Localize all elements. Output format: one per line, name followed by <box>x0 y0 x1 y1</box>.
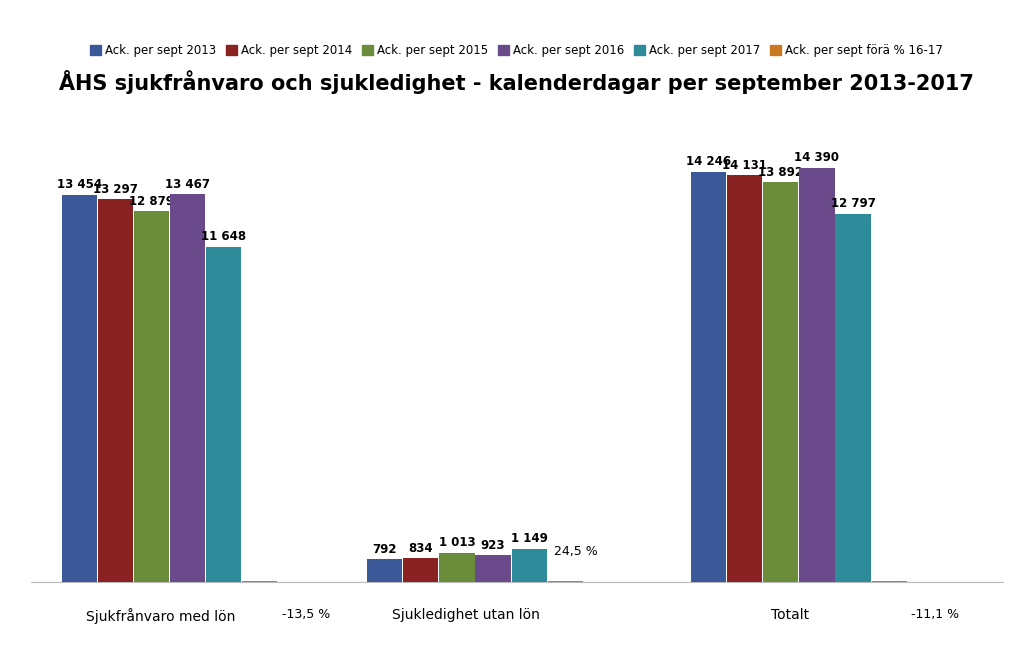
Text: 923: 923 <box>481 539 505 552</box>
Bar <box>98 199 133 582</box>
Text: Sjukledighet utan lön: Sjukledighet utan lön <box>392 608 540 622</box>
Bar <box>727 175 762 582</box>
Text: 24,5 %: 24,5 % <box>554 545 597 559</box>
Bar <box>836 213 871 582</box>
Text: 13 454: 13 454 <box>56 178 102 191</box>
Bar <box>763 182 799 582</box>
Bar <box>403 558 439 582</box>
Bar <box>439 553 475 582</box>
Bar <box>206 247 241 582</box>
Text: -11,1 %: -11,1 % <box>911 608 960 621</box>
Bar <box>170 195 206 582</box>
Bar <box>367 559 402 582</box>
Text: 14 390: 14 390 <box>795 151 840 165</box>
Text: 14 131: 14 131 <box>722 159 767 172</box>
Text: 1 149: 1 149 <box>510 533 547 545</box>
Text: 792: 792 <box>372 543 397 556</box>
Text: -13,5 %: -13,5 % <box>282 608 330 621</box>
Text: 12 879: 12 879 <box>129 195 174 208</box>
Bar <box>547 581 583 582</box>
Text: 834: 834 <box>408 542 433 555</box>
Text: Totalt: Totalt <box>770 608 809 622</box>
Bar <box>692 172 726 582</box>
Bar <box>242 581 277 582</box>
Bar <box>61 195 97 582</box>
Bar <box>476 555 510 582</box>
Title: ÅHS sjukfrånvaro och sjukledighet - kalenderdagar per september 2013-2017: ÅHS sjukfrånvaro och sjukledighet - kale… <box>59 70 974 94</box>
Legend: Ack. per sept 2013, Ack. per sept 2014, Ack. per sept 2015, Ack. per sept 2016, : Ack. per sept 2013, Ack. per sept 2014, … <box>85 39 948 62</box>
Text: 13 892: 13 892 <box>758 166 803 179</box>
Text: 11 648: 11 648 <box>202 230 247 244</box>
Text: 1 013: 1 013 <box>439 537 476 549</box>
Text: 13 467: 13 467 <box>165 178 210 191</box>
Bar <box>872 581 906 582</box>
Text: 12 797: 12 797 <box>831 197 876 210</box>
Text: 13 297: 13 297 <box>93 183 138 196</box>
Text: 14 246: 14 246 <box>686 155 731 169</box>
Bar <box>512 549 546 582</box>
Bar <box>134 211 169 582</box>
Text: Sjukfrånvaro med lön: Sjukfrånvaro med lön <box>86 608 235 624</box>
Bar <box>799 168 835 582</box>
